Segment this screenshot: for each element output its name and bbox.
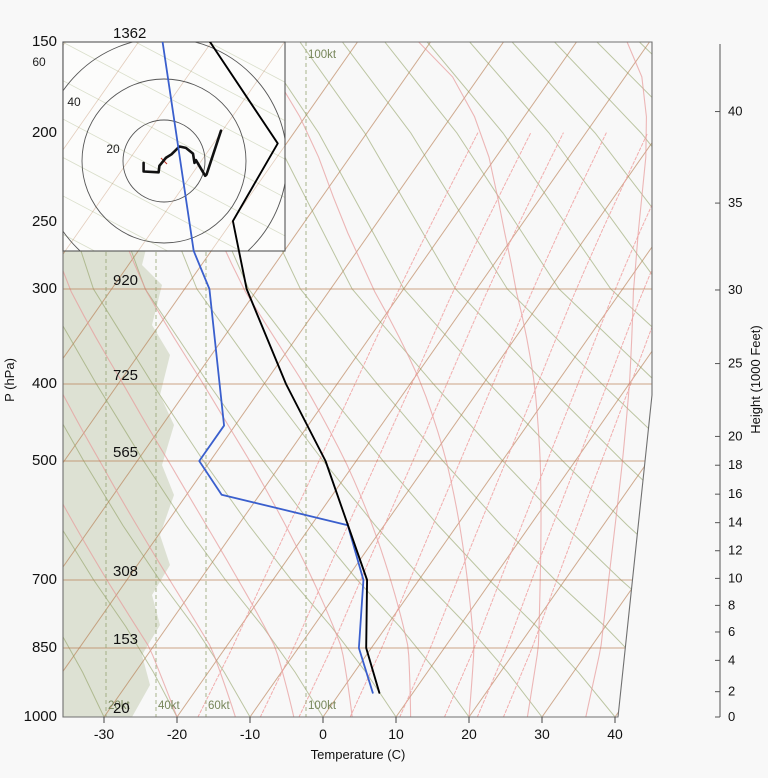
- svg-text:2: 2: [728, 684, 735, 699]
- svg-text:0: 0: [319, 726, 327, 742]
- svg-text:1362: 1362: [113, 25, 146, 42]
- svg-text:60kt: 60kt: [208, 700, 231, 712]
- svg-text:850: 850: [32, 639, 57, 656]
- svg-text:0: 0: [728, 709, 735, 724]
- svg-text:40: 40: [607, 726, 623, 742]
- svg-text:Temperature (C): Temperature (C): [311, 747, 406, 762]
- svg-text:25: 25: [728, 356, 742, 371]
- svg-text:1000: 1000: [24, 708, 57, 725]
- svg-text:150: 150: [32, 33, 57, 50]
- svg-text:20: 20: [461, 726, 477, 742]
- svg-text:40: 40: [728, 104, 742, 119]
- svg-text:30: 30: [728, 282, 742, 297]
- svg-text:10: 10: [388, 726, 404, 742]
- svg-text:8: 8: [728, 597, 735, 612]
- svg-text:153: 153: [113, 631, 138, 648]
- svg-text:Height (1000 Feet): Height (1000 Feet): [748, 325, 763, 433]
- svg-text:4: 4: [728, 652, 735, 667]
- svg-text:920: 920: [113, 272, 138, 289]
- svg-text:100kt: 100kt: [308, 49, 337, 61]
- svg-text:10: 10: [728, 570, 742, 585]
- svg-text:60: 60: [32, 55, 46, 69]
- svg-text:-30: -30: [94, 726, 114, 742]
- svg-text:30: 30: [534, 726, 550, 742]
- svg-text:35: 35: [728, 195, 742, 210]
- svg-text:700: 700: [32, 571, 57, 588]
- svg-text:725: 725: [113, 367, 138, 384]
- svg-text:300: 300: [32, 280, 57, 297]
- svg-text:12: 12: [728, 543, 742, 558]
- svg-text:100kt: 100kt: [308, 700, 337, 712]
- svg-text:-10: -10: [240, 726, 260, 742]
- svg-text:400: 400: [32, 375, 57, 392]
- svg-text:200: 200: [32, 124, 57, 141]
- svg-text:P (hPa): P (hPa): [2, 358, 17, 402]
- svg-text:20: 20: [728, 428, 742, 443]
- svg-text:308: 308: [113, 563, 138, 580]
- svg-text:18: 18: [728, 457, 742, 472]
- svg-text:250: 250: [32, 213, 57, 230]
- svg-text:565: 565: [113, 444, 138, 461]
- svg-text:14: 14: [728, 515, 742, 530]
- svg-text:20: 20: [113, 700, 130, 717]
- svg-text:20: 20: [106, 142, 120, 156]
- svg-text:500: 500: [32, 452, 57, 469]
- svg-text:40: 40: [67, 95, 81, 109]
- svg-text:16: 16: [728, 486, 742, 501]
- svg-text:6: 6: [728, 624, 735, 639]
- svg-text:40kt: 40kt: [158, 700, 181, 712]
- svg-text:-20: -20: [167, 726, 187, 742]
